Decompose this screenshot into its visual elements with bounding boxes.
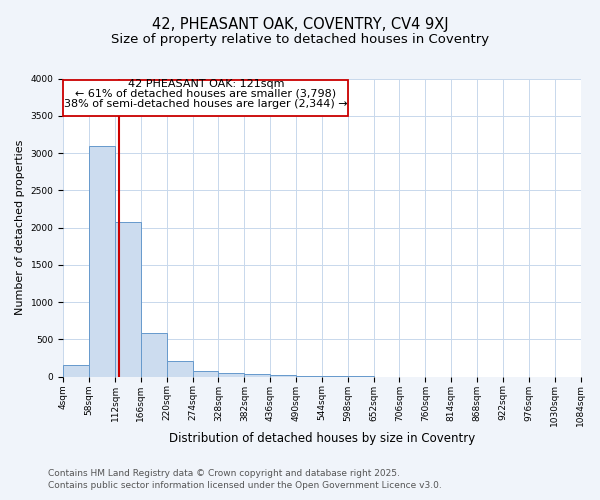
Bar xyxy=(270,375,296,376)
Text: ← 61% of detached houses are smaller (3,798): ← 61% of detached houses are smaller (3,… xyxy=(75,88,337,99)
Text: Contains public sector information licensed under the Open Government Licence v3: Contains public sector information licen… xyxy=(48,481,442,490)
Bar xyxy=(63,366,89,376)
Bar xyxy=(167,361,193,376)
Text: 42 PHEASANT OAK: 121sqm: 42 PHEASANT OAK: 121sqm xyxy=(128,78,284,88)
Text: Contains HM Land Registry data © Crown copyright and database right 2025.: Contains HM Land Registry data © Crown c… xyxy=(48,468,400,477)
Bar xyxy=(244,374,270,376)
Text: 42, PHEASANT OAK, COVENTRY, CV4 9XJ: 42, PHEASANT OAK, COVENTRY, CV4 9XJ xyxy=(152,18,448,32)
FancyBboxPatch shape xyxy=(63,80,348,116)
Text: 38% of semi-detached houses are larger (2,344) →: 38% of semi-detached houses are larger (… xyxy=(64,99,347,109)
Bar xyxy=(115,222,141,376)
Bar xyxy=(193,372,218,376)
Text: Size of property relative to detached houses in Coventry: Size of property relative to detached ho… xyxy=(111,32,489,46)
Y-axis label: Number of detached properties: Number of detached properties xyxy=(15,140,25,316)
Bar xyxy=(218,373,244,376)
Bar xyxy=(89,146,115,376)
X-axis label: Distribution of detached houses by size in Coventry: Distribution of detached houses by size … xyxy=(169,432,475,445)
Bar xyxy=(141,334,167,376)
